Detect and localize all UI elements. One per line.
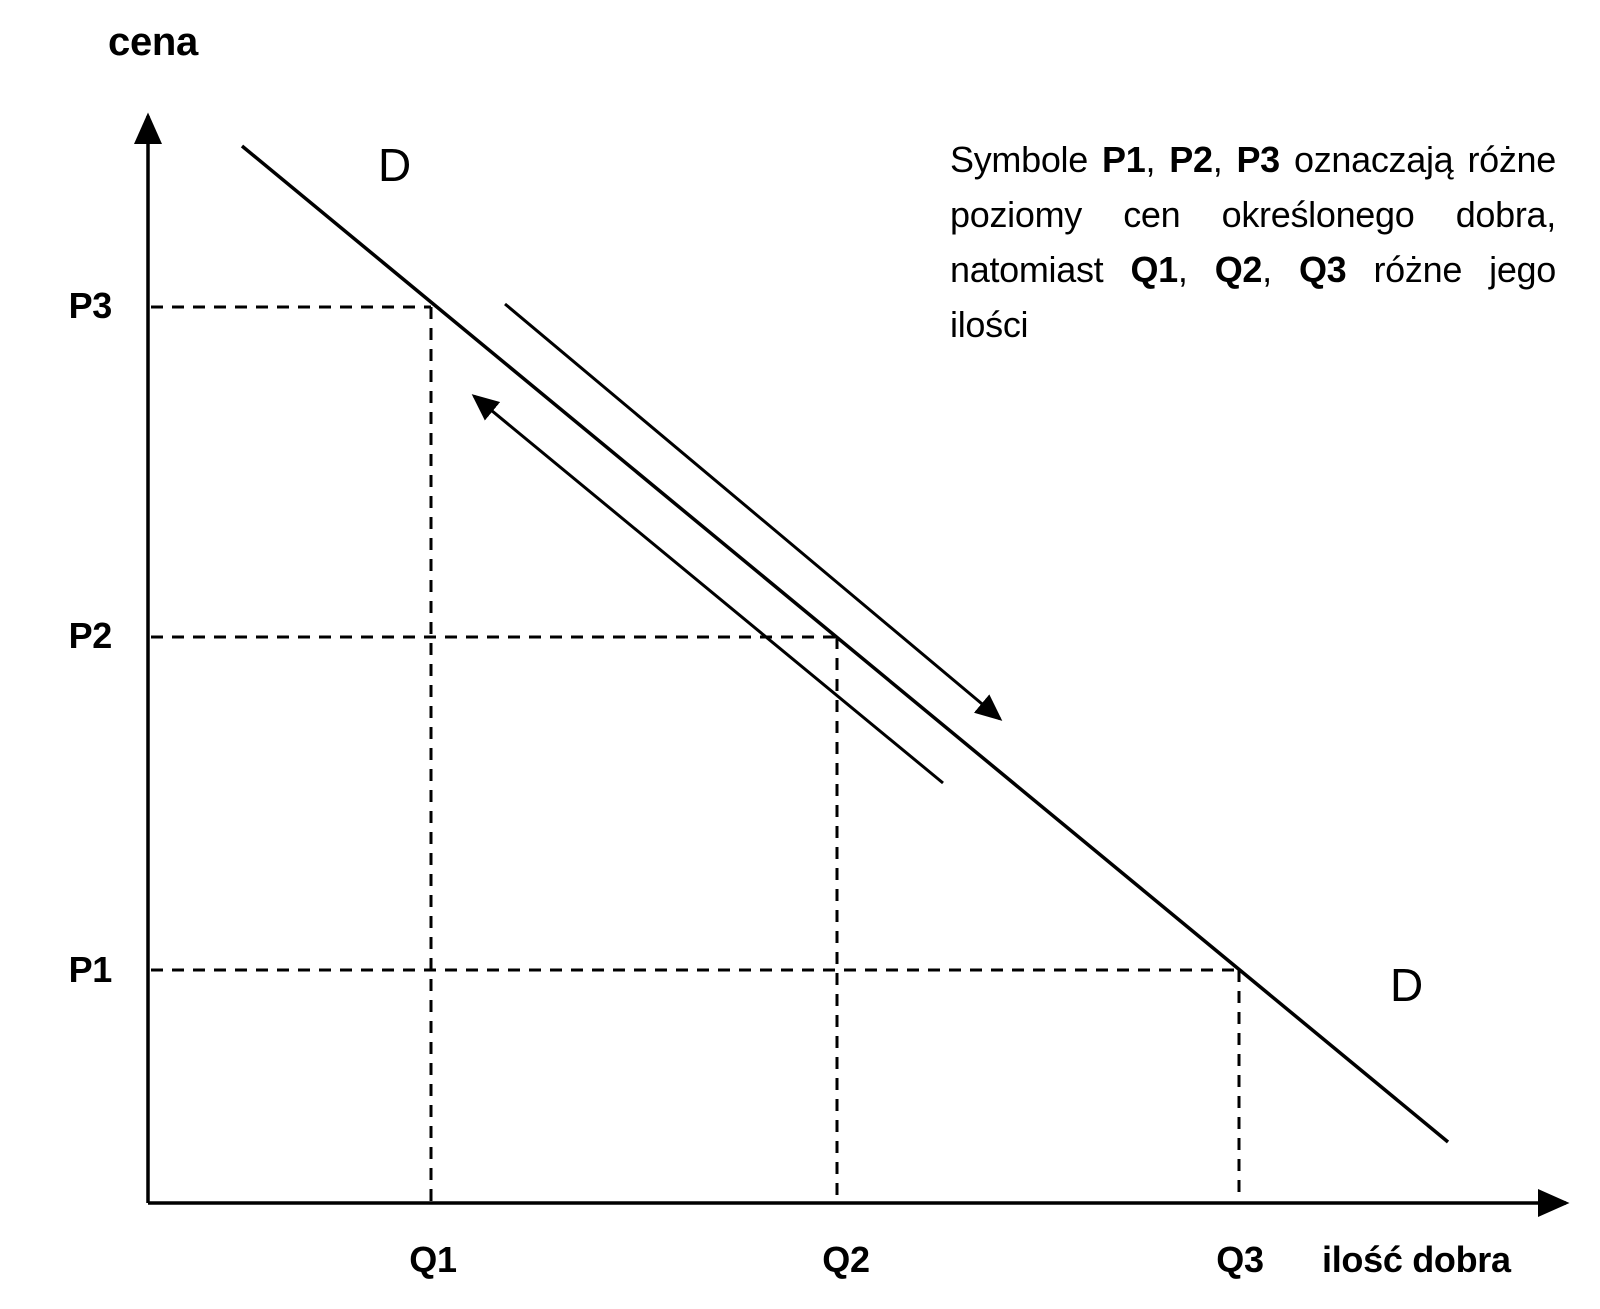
y-axis-title: cena [108, 20, 198, 64]
note-line-1: Symbole P1, P2, P3 oznaczają różne [950, 139, 1556, 180]
note-line-2: poziomy cen określonego dobra, [950, 194, 1556, 235]
x-tick-q2: Q2 [822, 1239, 870, 1280]
y-tick-p1: P1 [68, 949, 113, 990]
x-axis-title: ilość dobra [1322, 1239, 1511, 1280]
demand-curve-label-bottom: D [1390, 959, 1424, 1011]
x-tick-q1: Q1 [409, 1239, 457, 1280]
note-text: Symbole P1, P2, P3 oznaczają różne pozio… [950, 132, 1556, 352]
note-line-3: natomiast Q1, Q2, Q3 różne jego [950, 249, 1556, 290]
note-line-4: ilości [950, 304, 1029, 345]
movement-arrow-up-left [471, 394, 944, 785]
y-tick-p3: P3 [68, 285, 113, 326]
x-tick-q3: Q3 [1216, 1239, 1264, 1280]
demand-curve [240, 144, 1450, 1144]
demand-curve-label-top: D [378, 139, 412, 191]
movement-arrow-down-right [504, 302, 1003, 721]
y-tick-p2: P2 [68, 615, 113, 656]
